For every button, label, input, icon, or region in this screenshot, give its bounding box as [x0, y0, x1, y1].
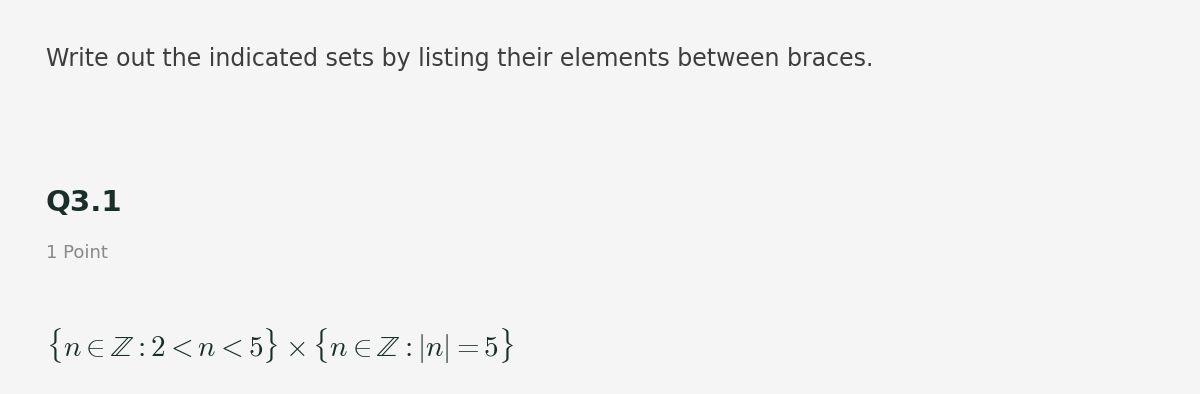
Text: $\{n \in \mathbb{Z} : 2 < n < 5\} \times \{n \in \mathbb{Z} : |n| = 5\}$: $\{n \in \mathbb{Z} : 2 < n < 5\} \times… — [46, 327, 514, 366]
Text: 1 Point: 1 Point — [46, 244, 108, 262]
Text: Write out the indicated sets by listing their elements between braces.: Write out the indicated sets by listing … — [46, 47, 872, 71]
Text: Q3.1: Q3.1 — [46, 189, 122, 217]
